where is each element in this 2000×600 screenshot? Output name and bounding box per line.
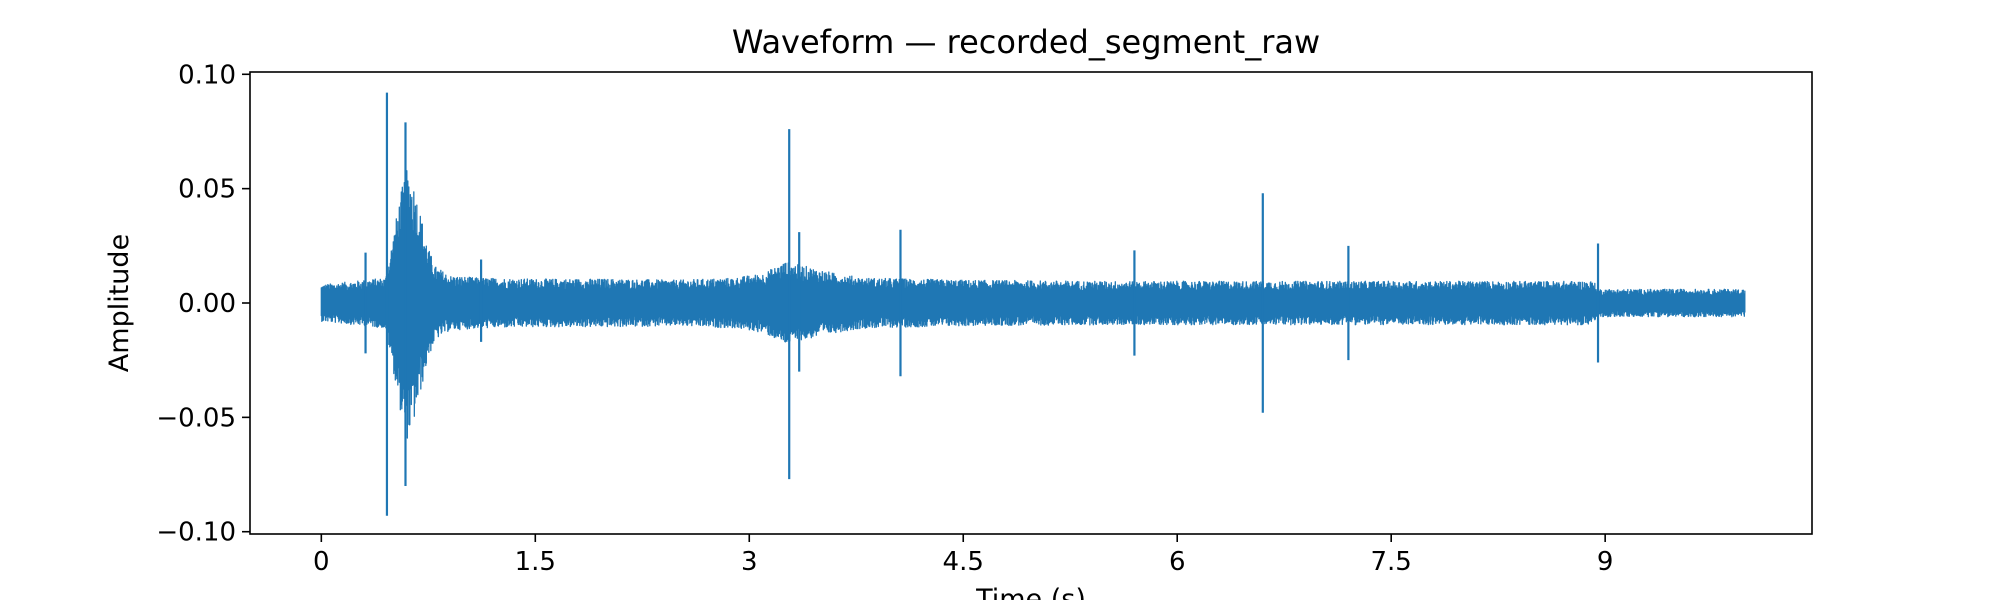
x-tick-label: 0 xyxy=(313,547,330,577)
y-axis-label: Amplitude xyxy=(104,234,135,372)
waveform-trace xyxy=(320,170,1746,439)
x-tick-label: 9 xyxy=(1597,547,1614,577)
y-tick-label: −0.10 xyxy=(156,518,236,548)
x-tick-label: 6 xyxy=(1169,547,1186,577)
y-tick-label: 0.05 xyxy=(178,175,236,205)
x-tick-label: 7.5 xyxy=(1371,547,1412,577)
y-tick-label: −0.05 xyxy=(156,403,236,433)
x-axis-ticks: 0 1.5 3 4.5 6 7.5 9 xyxy=(313,534,1613,577)
x-tick-label: 4.5 xyxy=(943,547,984,577)
x-axis-label: Time (s) xyxy=(975,584,1086,600)
x-tick-label: 1.5 xyxy=(515,547,556,577)
chart-title: Waveform — recorded_segment_raw xyxy=(732,23,1320,61)
y-tick-label: 0.00 xyxy=(178,289,236,319)
y-axis-ticks: 0.10 0.05 0.00 −0.05 −0.10 xyxy=(156,60,250,548)
x-tick-label: 3 xyxy=(741,547,758,577)
y-tick-label: 0.10 xyxy=(178,60,236,90)
plot-area xyxy=(320,92,1746,516)
